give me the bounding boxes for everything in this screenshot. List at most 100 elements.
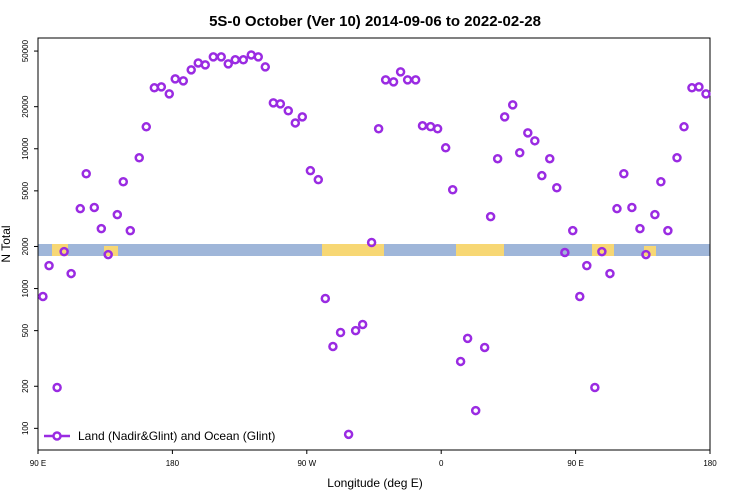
- data-point: [537, 170, 547, 181]
- data-point: [366, 237, 377, 248]
- data-point: [305, 165, 316, 176]
- data-point: [568, 225, 578, 236]
- x-tick-label: 90 E: [567, 459, 583, 468]
- data-point: [530, 136, 540, 146]
- data-point: [380, 75, 391, 85]
- data-point: [208, 52, 219, 62]
- y-tick-label: 500: [21, 323, 30, 337]
- data-point: [170, 74, 180, 84]
- data-point: [499, 112, 510, 122]
- plot-frame: [37, 37, 711, 451]
- legend-label: Land (Nadir&Glint) and Ocean (Glint): [78, 429, 275, 443]
- data-point: [260, 62, 271, 72]
- data-point: [223, 59, 234, 69]
- data-point: [89, 202, 100, 213]
- data-point: [275, 99, 286, 109]
- data-point: [44, 260, 54, 271]
- data-point: [103, 249, 113, 260]
- data-point: [350, 325, 361, 336]
- x-tick-label: 180: [703, 459, 717, 468]
- data-point: [335, 327, 346, 338]
- data-point: [230, 55, 241, 65]
- data-point: [650, 209, 660, 220]
- data-point: [112, 209, 123, 220]
- y-tick-label: 50000: [21, 39, 30, 62]
- x-tick-label: 90 W: [297, 459, 316, 468]
- y-tick-label: 100: [21, 421, 30, 435]
- y-tick-label: 20000: [21, 95, 30, 118]
- data-point: [81, 168, 91, 179]
- data-point: [507, 100, 518, 110]
- data-point: [590, 382, 600, 393]
- data-point: [485, 211, 496, 222]
- data-point: [672, 153, 682, 163]
- data-point: [575, 291, 585, 302]
- data-point: [75, 203, 86, 214]
- data-point: [635, 223, 645, 234]
- data-point: [679, 122, 689, 132]
- data-point: [612, 203, 622, 214]
- data-point: [492, 153, 503, 164]
- data-point: [313, 174, 324, 185]
- data-point: [290, 118, 301, 128]
- data-point: [320, 293, 331, 304]
- data-point: [141, 122, 152, 132]
- data-point: [455, 356, 466, 367]
- land-segment: [644, 246, 656, 256]
- y-tick-label: 200: [21, 379, 30, 393]
- data-point: [125, 225, 136, 236]
- y-tick-label: 5000: [21, 181, 30, 199]
- x-axis-label: Longitude (deg E): [327, 476, 422, 490]
- data-point: [388, 77, 399, 87]
- data-point: [701, 89, 711, 99]
- x-tick-label: 180: [166, 459, 180, 468]
- data-point: [410, 75, 421, 85]
- data-point: [597, 246, 607, 257]
- data-point: [134, 153, 144, 163]
- y-axis-label: N Total: [0, 225, 13, 262]
- data-point: [417, 121, 428, 131]
- land-segment: [456, 244, 504, 256]
- data-point: [470, 405, 481, 416]
- data-point: [373, 124, 384, 134]
- data-point: [545, 153, 555, 164]
- data-point: [432, 124, 443, 134]
- data-point: [582, 260, 592, 271]
- chart-title: 5S-0 October (Ver 10) 2014-09-06 to 2022…: [209, 13, 541, 30]
- data-point: [253, 52, 264, 62]
- data-point: [552, 183, 562, 193]
- data-point: [343, 429, 354, 440]
- data-point: [200, 60, 211, 70]
- data-point: [440, 143, 451, 153]
- data-point: [641, 249, 651, 260]
- data-point: [447, 185, 458, 195]
- data-point: [627, 202, 637, 213]
- data-point: [38, 291, 48, 302]
- land-segment: [322, 244, 384, 256]
- legend-marker: [52, 431, 62, 441]
- data-point: [52, 382, 62, 393]
- data-point: [178, 76, 189, 86]
- data-point: [605, 268, 615, 279]
- x-tick-label: 90 E: [30, 459, 46, 468]
- data-point: [96, 223, 107, 234]
- y-tick-label: 10000: [21, 137, 30, 160]
- data-point: [328, 341, 338, 352]
- data-point: [479, 342, 490, 353]
- data-point: [619, 168, 629, 179]
- data-point: [186, 65, 196, 75]
- data-point: [164, 89, 175, 99]
- data-point: [118, 176, 129, 187]
- data-point: [656, 176, 666, 187]
- data-point: [357, 319, 368, 330]
- data-point: [402, 75, 413, 85]
- y-tick-label: 2000: [21, 237, 30, 255]
- data-point: [297, 112, 308, 122]
- y-tick-label: 1000: [21, 279, 30, 297]
- data-point: [59, 246, 69, 257]
- data-point: [694, 82, 704, 92]
- x-tick-label: 0: [439, 459, 444, 468]
- data-point: [523, 128, 533, 138]
- data-point: [216, 52, 226, 62]
